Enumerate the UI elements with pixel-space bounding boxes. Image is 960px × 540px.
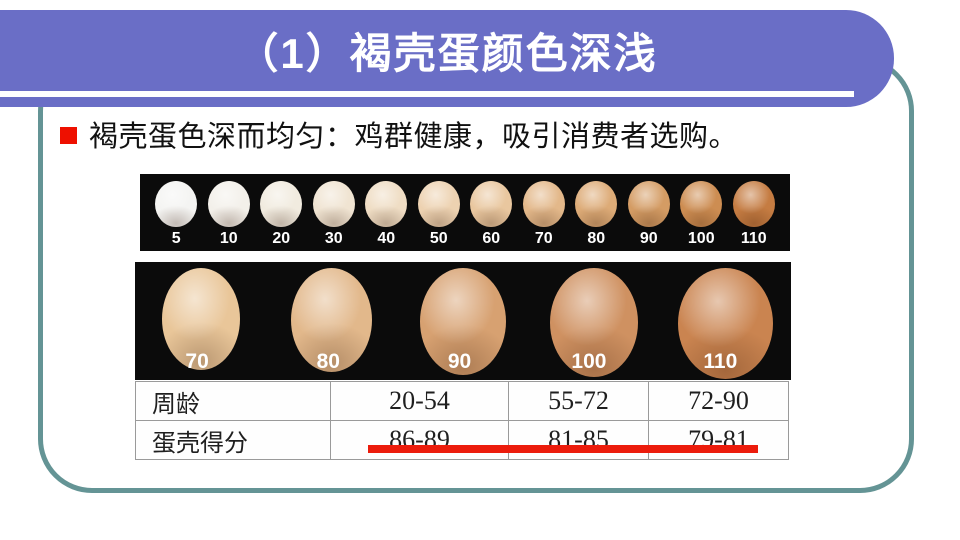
egg-score-label: 30 [324,230,343,247]
score-table-body: 周龄 20-54 55-72 72-90 蛋壳得分 86-89 81-85 79-81 [135,381,789,460]
egg-icon [260,181,303,227]
egg-score-label: 70 [185,350,209,373]
egg-icon [522,181,565,227]
large-egg-item: 110 [660,262,791,380]
egg-score-label: 60 [482,230,501,247]
egg-icon [420,268,506,375]
score-underline [368,445,758,453]
value-cell: 86-89 [330,420,509,460]
large-eggs-strip: 70 80 90 100 110 [135,262,791,380]
bullet-square-icon [60,127,77,144]
large-egg-item: 70 [135,262,266,380]
egg-item: 40 [360,174,413,251]
egg-icon [365,181,408,227]
egg-icon [732,181,775,227]
large-egg-item: 80 [266,262,397,380]
egg-item: 10 [203,174,256,251]
egg-score-label: 5 [171,230,181,247]
egg-icon [161,268,240,370]
egg-score-label: 10 [219,230,238,247]
value-cell: 79-81 [648,420,789,460]
slide-title: （1）褐壳蛋颜色深浅 [236,30,658,77]
egg-item: 50 [413,174,466,251]
egg-score-label: 40 [377,230,396,247]
title-banner: （1）褐壳蛋颜色深浅 [0,10,894,107]
egg-item: 80 [570,174,623,251]
egg-item: 100 [675,174,728,251]
value-cell: 72-90 [648,381,789,421]
egg-score-label: 100 [687,230,715,247]
egg-score-label: 50 [429,230,448,247]
egg-icon [550,268,639,377]
egg-score-label: 100 [571,350,607,373]
egg-icon [575,181,618,227]
table-row: 周龄 20-54 55-72 72-90 [135,381,789,421]
row-header-cell: 周龄 [135,381,331,421]
egg-score-label: 90 [447,350,472,373]
value-cell: 81-85 [508,420,649,460]
egg-score-label: 80 [587,230,606,247]
egg-icon [312,181,355,227]
large-egg-item: 90 [397,262,528,380]
egg-icon [291,268,373,372]
egg-item: 90 [623,174,676,251]
egg-icon [627,181,670,227]
egg-color-figure: 5 10 20 30 40 50 60 70 80 90 100 110 70 80 90 100 110 周… [135,174,791,460]
egg-item: 70 [518,174,571,251]
egg-icon [417,181,460,227]
title-underline-rule [0,91,854,97]
egg-score-label: 80 [316,350,340,373]
bullet-text: 褐壳蛋色深而均匀：鸡群健康，吸引消费者选购。 [89,121,739,153]
egg-score-label: 20 [272,230,291,247]
egg-item: 60 [465,174,518,251]
egg-item: 30 [308,174,361,251]
table-row: 蛋壳得分 86-89 81-85 79-81 [135,420,789,460]
value-cell: 55-72 [508,381,649,421]
egg-score-label: 70 [534,230,553,247]
egg-item: 20 [255,174,308,251]
egg-score-label: 90 [639,230,658,247]
egg-icon [470,181,513,227]
large-egg-item: 100 [529,262,660,380]
egg-score-label: 110 [703,350,738,373]
row-header-cell: 蛋壳得分 [135,420,331,460]
egg-item: 110 [728,174,781,251]
egg-score-label: 110 [740,230,767,247]
value-cell: 20-54 [330,381,509,421]
egg-color-scale-strip: 5 10 20 30 40 50 60 70 80 90 100 110 [140,174,790,251]
egg-icon [155,181,198,227]
egg-icon [677,268,773,379]
egg-icon [680,181,723,227]
egg-icon [207,181,250,227]
egg-item: 5 [150,174,203,251]
bullet-line: 褐壳蛋色深而均匀：鸡群健康，吸引消费者选购。 [60,118,860,156]
